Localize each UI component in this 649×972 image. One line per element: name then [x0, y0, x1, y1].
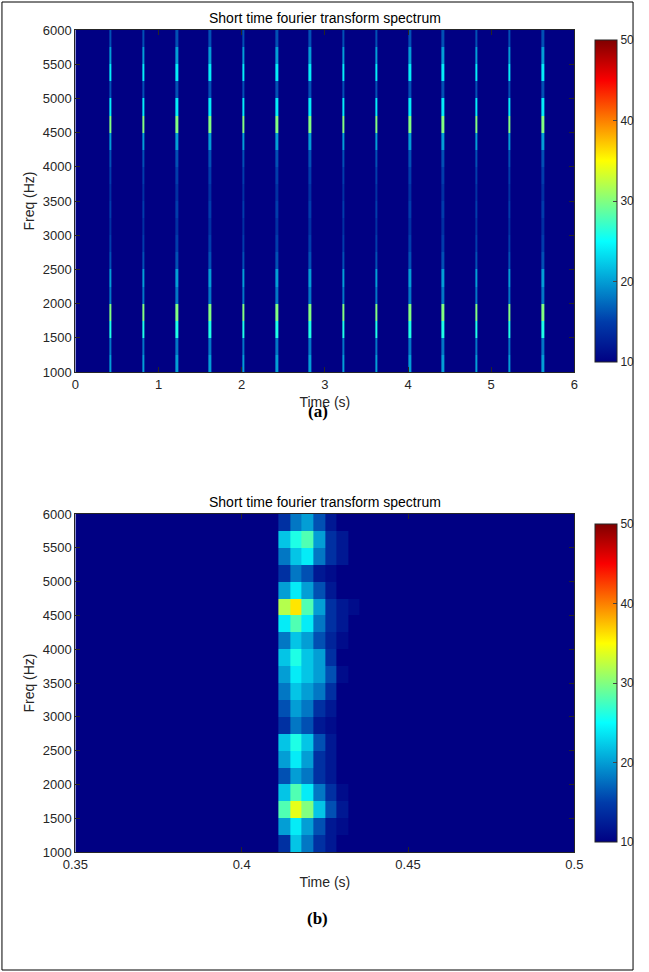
svg-text:2000: 2000 — [43, 296, 72, 311]
svg-text:2: 2 — [238, 377, 245, 392]
svg-text:50: 50 — [620, 517, 634, 531]
svg-text:0.4: 0.4 — [233, 857, 251, 872]
svg-text:5: 5 — [488, 377, 495, 392]
svg-text:3: 3 — [321, 377, 328, 392]
svg-text:5500: 5500 — [43, 540, 72, 555]
svg-text:(a): (a) — [308, 402, 328, 421]
svg-text:10: 10 — [620, 835, 634, 849]
svg-text:1000: 1000 — [43, 365, 72, 380]
svg-text:30: 30 — [620, 676, 634, 690]
svg-text:20: 20 — [620, 275, 634, 289]
svg-text:Time (s): Time (s) — [299, 394, 350, 410]
svg-text:2500: 2500 — [43, 262, 72, 277]
svg-text:1500: 1500 — [43, 811, 72, 826]
svg-text:3500: 3500 — [43, 676, 72, 691]
svg-text:0.45: 0.45 — [395, 857, 420, 872]
svg-text:30: 30 — [620, 194, 634, 208]
svg-text:40: 40 — [620, 114, 634, 128]
svg-text:Freq (Hz): Freq (Hz) — [21, 171, 37, 230]
svg-text:6: 6 — [571, 377, 578, 392]
svg-text:4000: 4000 — [43, 159, 72, 174]
svg-text:0: 0 — [72, 377, 79, 392]
svg-text:1: 1 — [155, 377, 162, 392]
svg-text:1500: 1500 — [43, 330, 72, 345]
svg-text:40: 40 — [620, 597, 634, 611]
svg-text:3500: 3500 — [43, 194, 72, 209]
svg-text:2500: 2500 — [43, 743, 72, 758]
svg-text:5000: 5000 — [43, 574, 72, 589]
svg-text:0.5: 0.5 — [565, 857, 583, 872]
svg-text:Time (s): Time (s) — [299, 874, 350, 890]
svg-text:4: 4 — [404, 377, 411, 392]
svg-text:4500: 4500 — [43, 125, 72, 140]
svg-text:6000: 6000 — [43, 23, 72, 38]
svg-text:5500: 5500 — [43, 57, 72, 72]
svg-text:3000: 3000 — [43, 709, 72, 724]
svg-text:3000: 3000 — [43, 228, 72, 243]
svg-text:0.35: 0.35 — [63, 857, 88, 872]
svg-text:Freq (Hz): Freq (Hz) — [21, 653, 37, 712]
svg-text:50: 50 — [620, 33, 634, 47]
svg-text:2000: 2000 — [43, 777, 72, 792]
svg-text:6000: 6000 — [43, 507, 72, 522]
svg-text:1000: 1000 — [43, 845, 72, 860]
svg-text:20: 20 — [620, 756, 634, 770]
svg-text:10: 10 — [620, 355, 634, 369]
svg-text:5000: 5000 — [43, 91, 72, 106]
svg-text:(b): (b) — [307, 909, 328, 928]
svg-text:Short time fourier transform s: Short time fourier transform spectrum — [209, 10, 441, 26]
svg-text:4500: 4500 — [43, 608, 72, 623]
svg-text:Short time fourier transform s: Short time fourier transform spectrum — [209, 494, 441, 510]
svg-text:4000: 4000 — [43, 642, 72, 657]
